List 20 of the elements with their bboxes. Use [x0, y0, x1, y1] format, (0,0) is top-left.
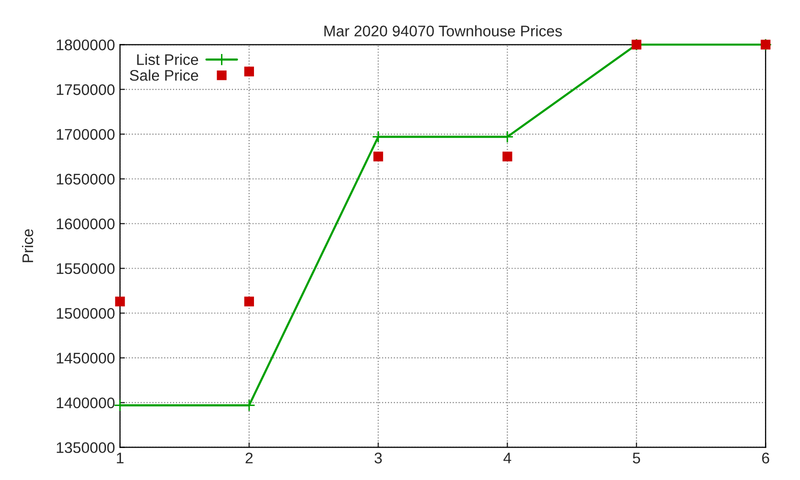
- y-tick-label: 1450000: [56, 352, 115, 364]
- y-tick-label: 1500000: [56, 308, 115, 319]
- legend-label: Sale Price: [130, 70, 198, 81]
- y-tick-label: 1550000: [56, 263, 115, 274]
- x-tick-label: 6: [762, 452, 770, 464]
- y-axis-title: Price: [22, 229, 34, 262]
- y-tick-label: 1600000: [56, 218, 115, 230]
- y-tick-label: 1700000: [56, 129, 115, 140]
- chart-title: Mar 2020 94070 Townhouse Prices: [324, 25, 562, 36]
- y-tick-label: 1750000: [56, 84, 115, 96]
- x-tick-label: 3: [374, 452, 382, 464]
- x-tick-label: 4: [503, 452, 512, 464]
- y-tick-label: 1400000: [56, 397, 115, 408]
- x-tick-label: 1: [116, 452, 124, 464]
- y-tick-label: 1350000: [56, 442, 115, 454]
- legend-label: List Price: [137, 54, 198, 66]
- x-tick-label: 5: [632, 452, 640, 464]
- y-tick-label: 1800000: [56, 40, 115, 50]
- x-tick-label: 2: [246, 452, 253, 464]
- y-tick-label: 1650000: [56, 174, 115, 185]
